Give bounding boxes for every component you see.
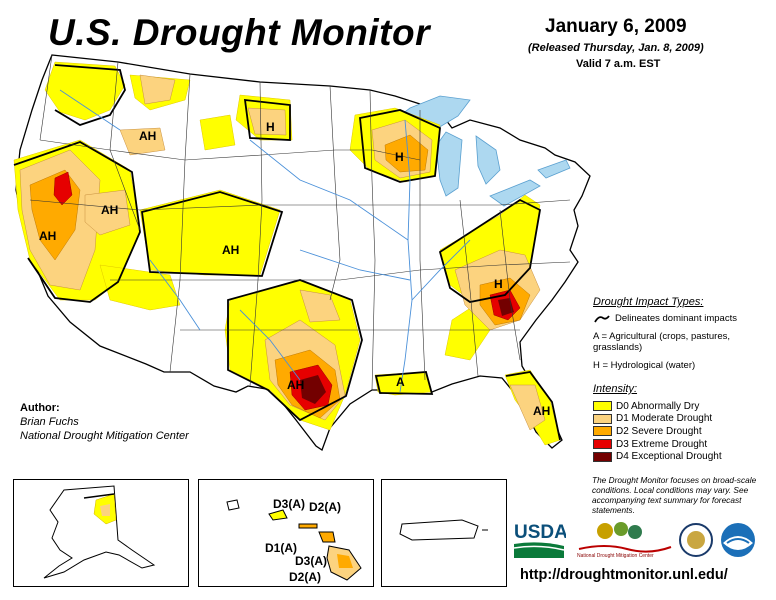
disclaimer-note: The Drought Monitor focuses on broad-sca… — [592, 475, 757, 515]
legend-swatch — [593, 413, 612, 424]
legend-item-d2: D2 Severe Drought — [593, 425, 722, 438]
intensity-title: Intensity: — [593, 383, 638, 395]
hawaii-label-kauai: D3(A) — [273, 497, 305, 511]
alaska-inset — [13, 479, 189, 587]
author-label: Author: — [20, 402, 60, 414]
svg-text:National Drought Mitigation Ce: National Drought Mitigation Center — [577, 553, 654, 559]
hawaii-label-big-island: D2(A) — [289, 570, 321, 584]
ndmc-logo: National Drought Mitigation Center — [577, 522, 672, 559]
usda-logo: USDA — [512, 518, 566, 560]
impact-types-list: Delineates dominant impacts A = Agricult… — [593, 313, 773, 377]
impact-item: A = Agricultural (crops, pastures, grass… — [593, 330, 731, 354]
impact-types-title: Drought Impact Types: — [593, 296, 704, 308]
release-date: (Released Thursday, Jan. 8, 2009) — [528, 42, 704, 54]
label-california: AH — [39, 229, 56, 243]
legend-item-d4: D4 Exceptional Drought — [593, 450, 722, 463]
commerce-seal-logo — [679, 523, 713, 557]
hawaii-inset: D3(A) D2(A) D1(A) D3(A) D2(A) — [198, 479, 374, 587]
hawaii-label-molokai: D1(A) — [265, 541, 297, 555]
author-org: National Drought Mitigation Center — [20, 430, 189, 442]
kauai — [226, 499, 240, 511]
oahu — [268, 509, 288, 521]
legend-item-d0: D0 Abnormally Dry — [593, 400, 722, 413]
author-block: Author: Brian Fuchs National Drought Mit… — [20, 401, 189, 443]
label-colorado: AH — [222, 243, 239, 257]
d4-areas — [300, 298, 514, 404]
noaa-logo — [721, 523, 755, 557]
big-island-d2 — [337, 554, 353, 568]
hawaii-label-maui: D3(A) — [295, 554, 327, 568]
author-name: Brian Fuchs — [20, 416, 79, 428]
hawaii-label-oahu: D2(A) — [309, 500, 341, 514]
intensity-legend: D0 Abnormally Dry D1 Moderate Drought D2… — [593, 400, 722, 463]
boundary-line-icon — [594, 315, 610, 323]
molokai — [298, 523, 318, 529]
alaska-land — [43, 485, 156, 579]
state-boundaries — [29, 54, 571, 391]
puerto-rico-land — [399, 519, 479, 541]
label-louisiana: A — [396, 375, 405, 389]
valid-time: Valid 7 a.m. EST — [576, 58, 661, 70]
map-title: U.S. Drought Monitor — [48, 12, 430, 53]
website-url[interactable]: http://droughtmonitor.unl.edu/ — [520, 567, 728, 583]
label-florida: AH — [533, 404, 550, 418]
label-northern-plains: H — [266, 120, 275, 134]
label-texas: AH — [287, 378, 304, 392]
svg-text:USDA: USDA — [514, 522, 566, 543]
label-great-lakes: H — [395, 150, 404, 164]
legend-swatch — [593, 426, 612, 437]
impact-item: Delineates dominant impacts — [593, 313, 773, 325]
label-pacific-nw: AH — [139, 129, 156, 143]
rivers — [59, 89, 471, 393]
legend-item-d1: D1 Moderate Drought — [593, 413, 722, 426]
legend-swatch — [593, 401, 612, 412]
legend-swatch — [593, 439, 612, 450]
legend-swatch — [593, 451, 612, 462]
legend-item-d3: D3 Extreme Drought — [593, 438, 722, 451]
map-date: January 6, 2009 — [545, 16, 687, 37]
label-southeast: H — [494, 277, 503, 291]
maui — [318, 531, 336, 543]
impact-item: H = Hydrological (water) — [593, 359, 696, 371]
alaska-d1 — [100, 504, 110, 516]
puerto-rico-inset — [381, 479, 507, 587]
label-nevada: AH — [101, 203, 118, 217]
